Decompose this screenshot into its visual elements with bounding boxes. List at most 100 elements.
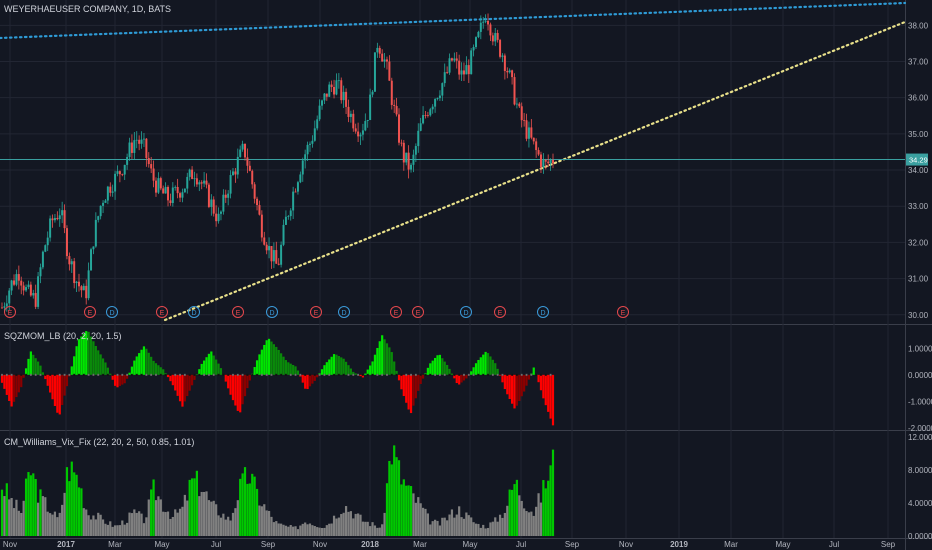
time-axis-label: 2018 bbox=[361, 540, 379, 549]
squeeze-bar bbox=[272, 344, 275, 375]
candle-body bbox=[318, 105, 321, 120]
earnings-marker-icon bbox=[156, 306, 168, 318]
squeeze-bar bbox=[426, 367, 429, 375]
squeeze-bar bbox=[0, 374, 4, 383]
vix-bar bbox=[239, 478, 242, 536]
squeeze-indicator-title: SQZMOM_LB (20, 2, 20, 1.5) bbox=[4, 331, 122, 341]
squeeze-dot bbox=[20, 373, 23, 376]
earnings-marker-icon bbox=[617, 306, 629, 318]
squeeze-bar bbox=[85, 331, 88, 375]
squeeze-dot bbox=[386, 373, 388, 376]
candle-body bbox=[475, 37, 478, 48]
vix-fix-pane[interactable] bbox=[0, 445, 555, 536]
candle-body bbox=[44, 245, 47, 252]
candle-body bbox=[13, 280, 16, 285]
squeeze-dot bbox=[511, 373, 513, 376]
squeeze-dot bbox=[487, 373, 489, 376]
vix-bar bbox=[450, 509, 454, 536]
squeeze-dot bbox=[193, 373, 196, 376]
vix-bar bbox=[0, 489, 4, 536]
squeeze-dot bbox=[135, 373, 138, 376]
candle-body bbox=[515, 103, 518, 105]
candle-body bbox=[46, 237, 49, 246]
candle-body bbox=[306, 144, 309, 155]
squeeze-bar bbox=[236, 374, 239, 411]
candle-body bbox=[70, 261, 73, 265]
candle-body bbox=[335, 80, 338, 95]
vix-bar bbox=[510, 489, 514, 536]
squeeze-bar bbox=[525, 374, 528, 386]
candle-body bbox=[17, 274, 20, 281]
vix-bar bbox=[537, 493, 540, 536]
squeeze-bar bbox=[450, 373, 454, 375]
vix-bar bbox=[106, 524, 109, 536]
candle-body bbox=[29, 284, 32, 296]
squeeze-bar bbox=[12, 374, 16, 402]
vix-bar bbox=[169, 518, 172, 536]
squeeze-dot bbox=[535, 373, 538, 376]
squeeze-bar bbox=[383, 339, 386, 375]
candle-body bbox=[145, 138, 148, 158]
squeeze-bar bbox=[436, 355, 439, 375]
squeeze-dot bbox=[390, 373, 393, 376]
squeeze-bar bbox=[5, 374, 8, 395]
candle-body bbox=[102, 202, 105, 206]
time-axis-label: Nov bbox=[3, 540, 17, 549]
candle-body bbox=[121, 174, 124, 176]
candle-body bbox=[248, 165, 251, 171]
vix-bar bbox=[513, 484, 516, 536]
squeeze-bar bbox=[49, 374, 52, 393]
candle-body bbox=[487, 20, 490, 25]
squeeze-momentum-pane[interactable] bbox=[0, 331, 555, 426]
squeeze-dot bbox=[39, 373, 42, 376]
candle-body bbox=[118, 171, 121, 175]
vix-bar bbox=[304, 522, 307, 536]
squeeze-bar bbox=[183, 374, 186, 402]
squeeze-bar bbox=[181, 374, 184, 407]
vix-bar bbox=[128, 512, 131, 536]
candle-body bbox=[183, 188, 186, 193]
squeeze-bar bbox=[549, 374, 552, 419]
squeeze-dot bbox=[323, 373, 326, 376]
squeeze-dot bbox=[232, 373, 234, 376]
squeeze-dot bbox=[328, 373, 331, 376]
vix-axis-label: 0.0000 bbox=[908, 532, 932, 541]
candle-body bbox=[270, 246, 273, 262]
candle-body bbox=[333, 87, 336, 95]
candle-body bbox=[412, 154, 415, 165]
vix-bar bbox=[359, 514, 362, 536]
candle-body bbox=[82, 285, 85, 291]
candle-body bbox=[499, 39, 502, 57]
squeeze-bar bbox=[311, 374, 314, 384]
candle-body bbox=[231, 171, 234, 176]
vix-bar bbox=[539, 502, 543, 536]
squeeze-dot bbox=[150, 373, 153, 376]
squeeze-bar bbox=[29, 351, 32, 375]
last-price-tag bbox=[906, 153, 928, 166]
candle-body bbox=[27, 284, 30, 288]
squeeze-bar bbox=[486, 353, 490, 375]
vix-bar bbox=[308, 523, 312, 536]
squeeze-bar bbox=[231, 374, 235, 401]
candle-body bbox=[369, 94, 372, 120]
squeeze-bar bbox=[147, 352, 150, 375]
vix-bar bbox=[212, 500, 215, 536]
candle-body bbox=[465, 65, 468, 75]
vix-bar bbox=[58, 512, 61, 536]
squeeze-dot bbox=[429, 373, 432, 376]
squeeze-bar bbox=[419, 374, 422, 384]
vix-bar bbox=[236, 500, 239, 536]
candle-body bbox=[207, 184, 210, 207]
candle-body bbox=[152, 168, 155, 181]
vix-bar bbox=[532, 515, 535, 536]
candle-body bbox=[284, 216, 287, 225]
candle-body bbox=[407, 152, 410, 170]
vix-bar bbox=[80, 488, 83, 536]
vix-bar bbox=[383, 512, 386, 536]
vix-bar bbox=[22, 500, 25, 536]
vix-bar bbox=[332, 515, 336, 536]
candle-body bbox=[357, 131, 360, 137]
squeeze-bar bbox=[289, 363, 292, 375]
